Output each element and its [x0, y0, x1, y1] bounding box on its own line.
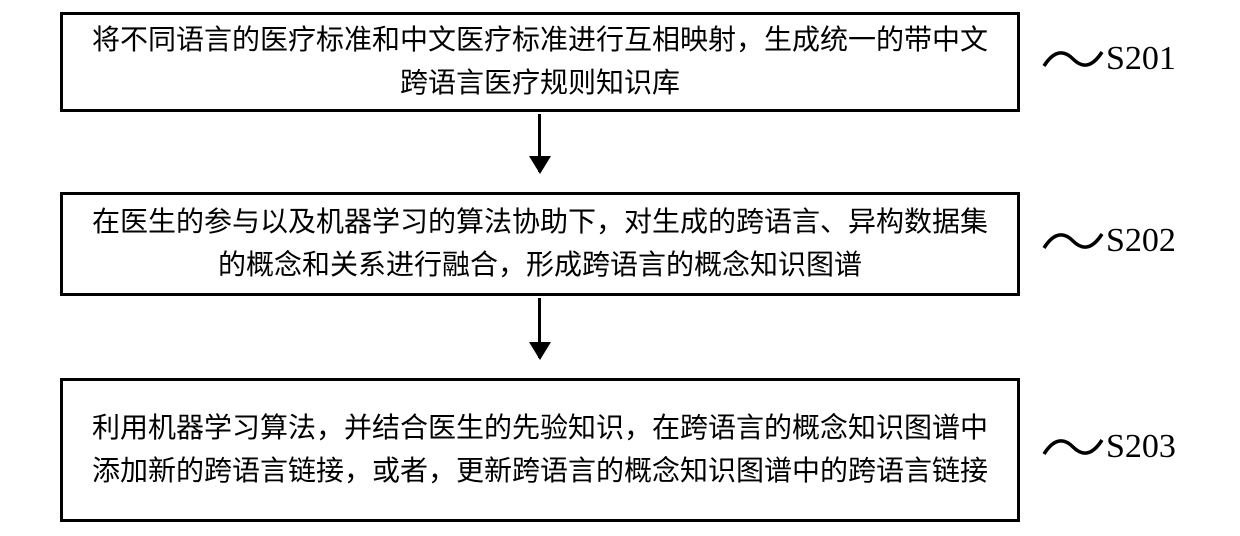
connector-tilde-icon	[1042, 222, 1104, 260]
arrow-s201-s202	[538, 114, 541, 172]
step-label-s203: S203	[1042, 428, 1176, 466]
step-text-s202: 在医生的参与以及机器学习的算法协助下，对生成的跨语言、异构数据集的概念和关系进行…	[83, 201, 997, 288]
step-label-s201: S201	[1042, 40, 1176, 78]
step-box-s202: 在医生的参与以及机器学习的算法协助下，对生成的跨语言、异构数据集的概念和关系进行…	[60, 192, 1020, 296]
arrow-s202-s203	[538, 298, 541, 358]
step-label-text: S201	[1106, 40, 1176, 78]
step-box-s203: 利用机器学习算法，并结合医生的先验知识，在跨语言的概念知识图谱中添加新的跨语言链…	[60, 378, 1020, 522]
step-text-s201: 将不同语言的医疗标准和中文医疗标准进行互相映射，生成统一的带中文跨语言医疗规则知…	[83, 19, 997, 106]
connector-tilde-icon	[1042, 40, 1104, 78]
step-label-text: S202	[1106, 222, 1176, 260]
connector-tilde-icon	[1042, 428, 1104, 466]
step-label-s202: S202	[1042, 222, 1176, 260]
step-label-text: S203	[1106, 428, 1176, 466]
step-text-s203: 利用机器学习算法，并结合医生的先验知识，在跨语言的概念知识图谱中添加新的跨语言链…	[83, 407, 997, 494]
flowchart-diagram: 将不同语言的医疗标准和中文医疗标准进行互相映射，生成统一的带中文跨语言医疗规则知…	[0, 0, 1240, 536]
step-box-s201: 将不同语言的医疗标准和中文医疗标准进行互相映射，生成统一的带中文跨语言医疗规则知…	[60, 12, 1020, 112]
